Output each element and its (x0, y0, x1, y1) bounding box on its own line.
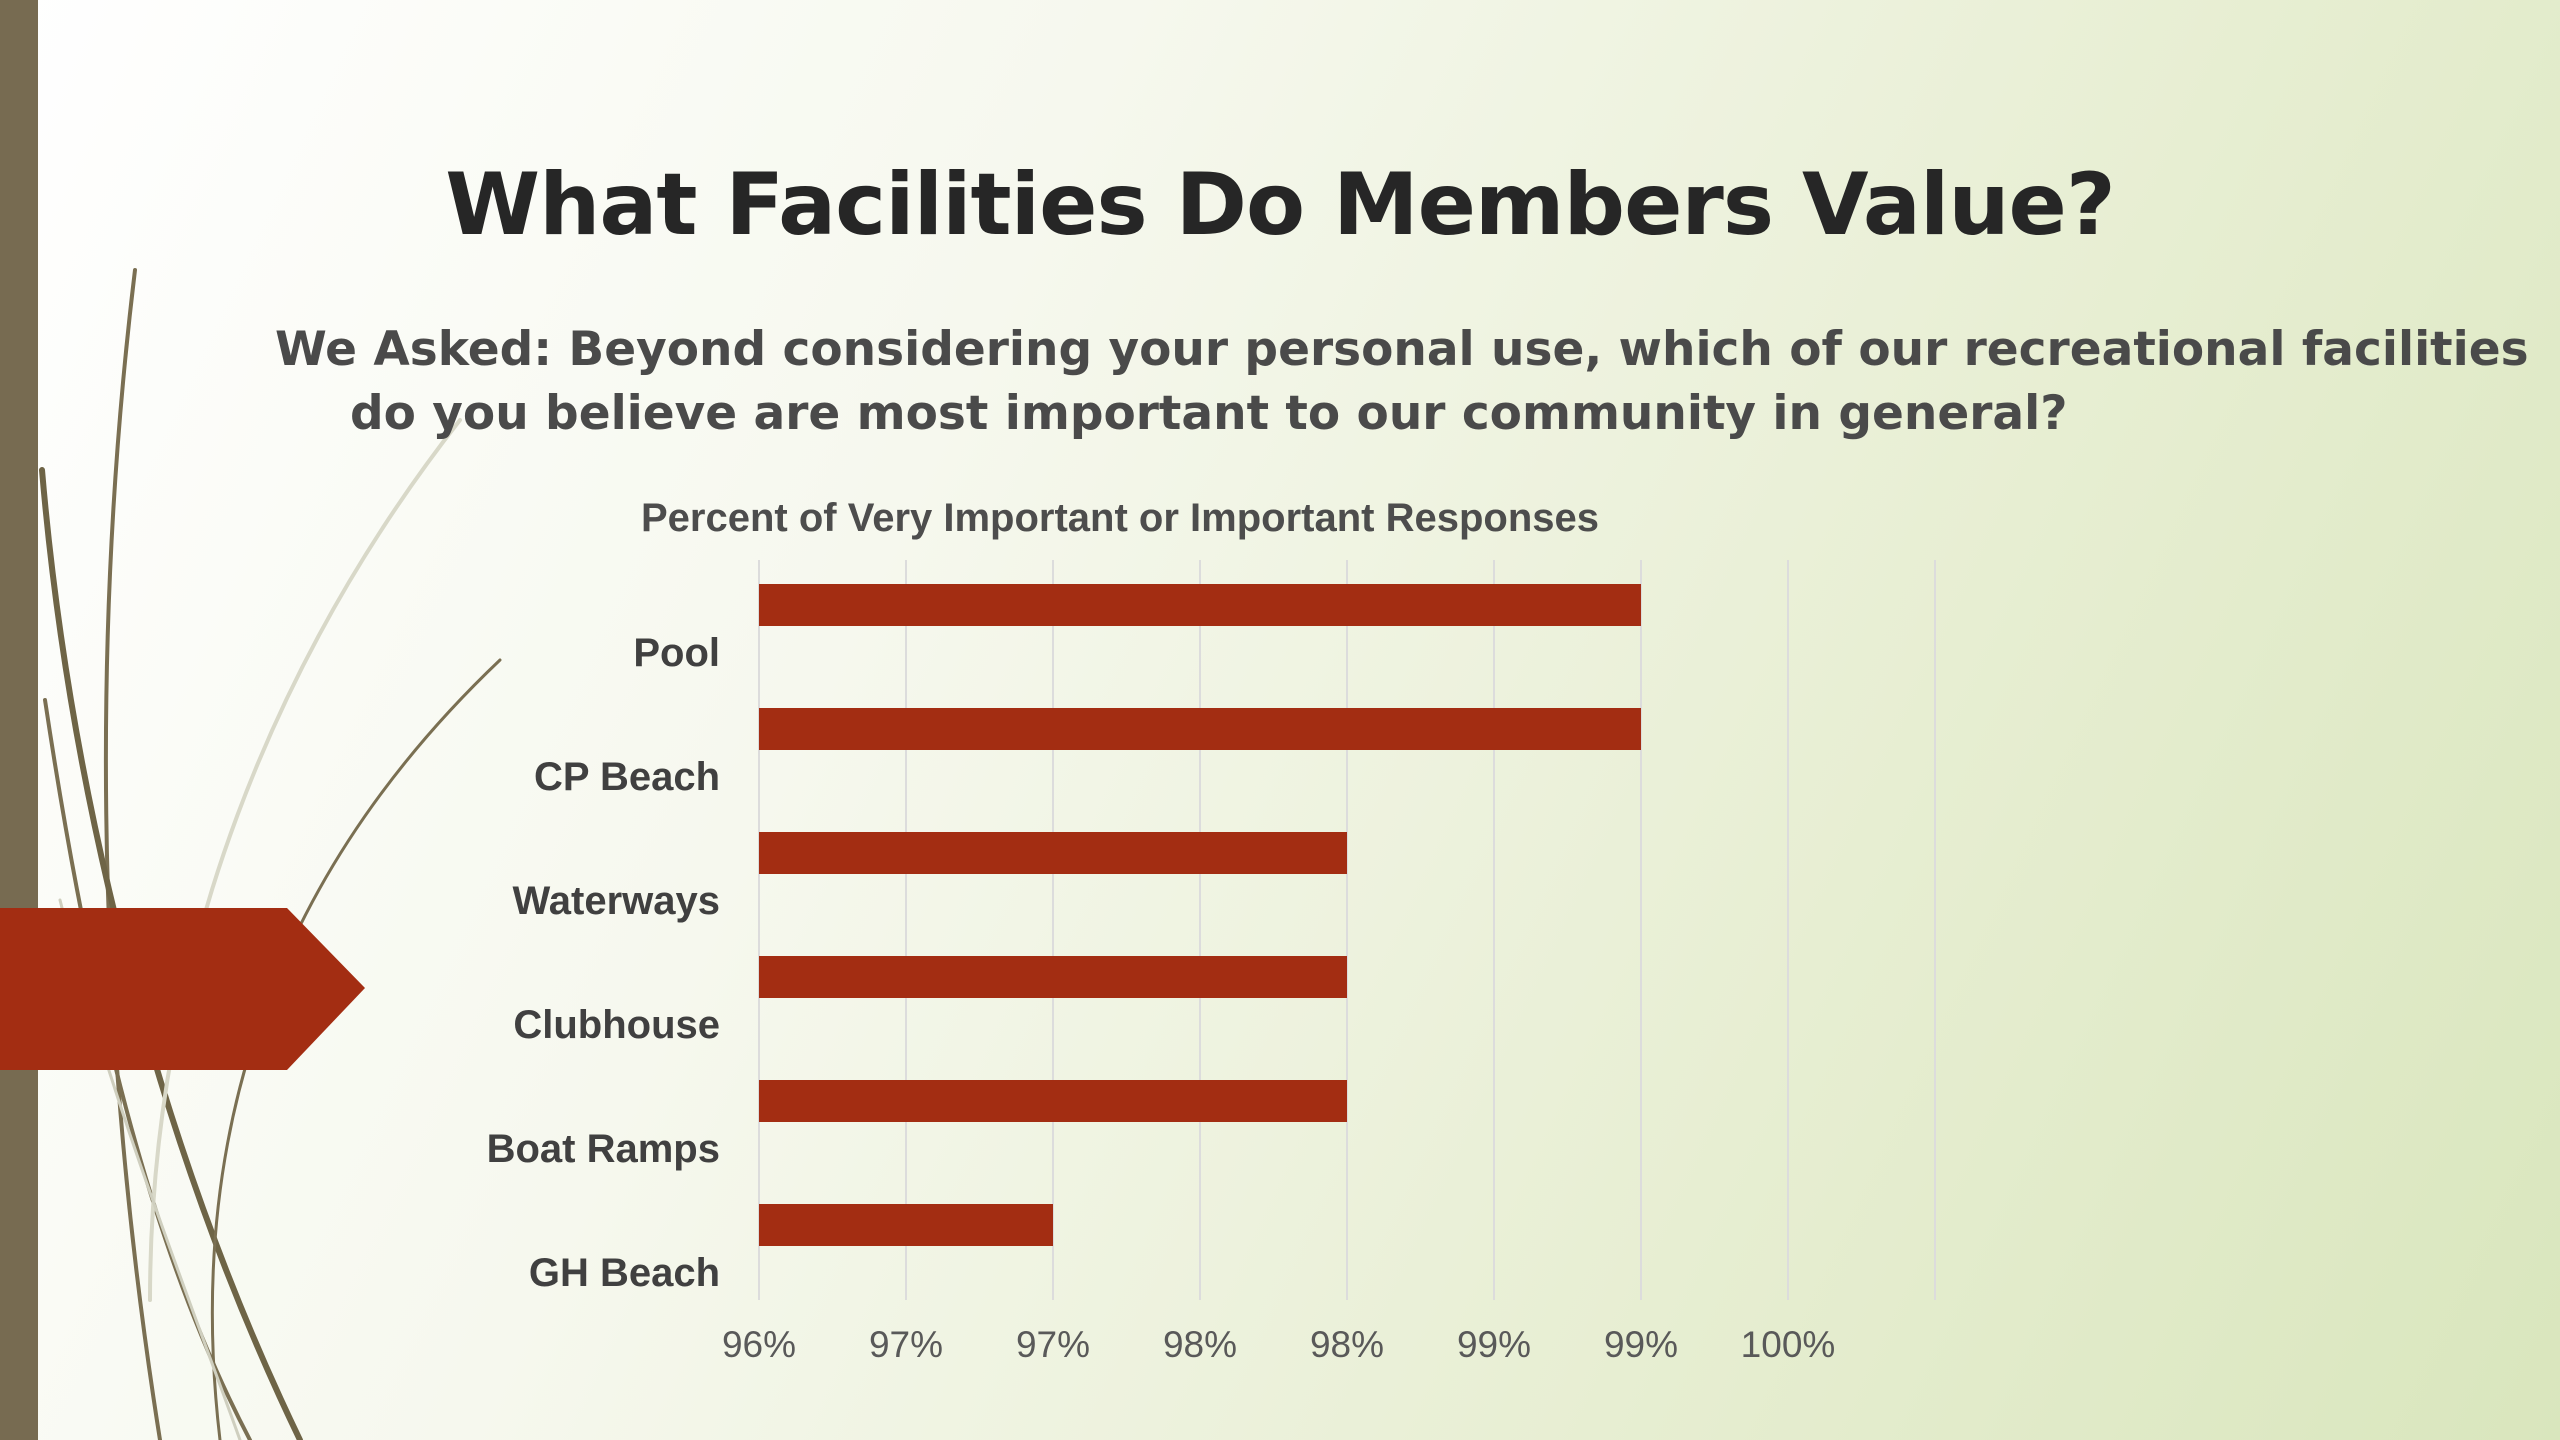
x-axis-tick-labels: 96% 97% 97% 98% 98% 99% 99% 100% (722, 1324, 1835, 1365)
category-labels: Pool CP Beach Waterways Clubhouse Boat Ramps… (487, 631, 720, 1295)
bar-clubhouse (759, 956, 1347, 998)
bar-cp-beach (759, 708, 1641, 750)
decorative-curve (148, 418, 462, 1302)
red-arrow-shape (0, 908, 365, 1070)
survey-question-line-2: do you believe are most important to our… (350, 386, 2068, 441)
bar-gh-beach (759, 1204, 1053, 1246)
x-tick-label-7: 100% (1741, 1324, 1836, 1365)
x-tick-label-5: 99% (1457, 1324, 1531, 1365)
survey-question-line-1: We Asked: Beyond considering your person… (275, 322, 2529, 377)
bar-pool (759, 584, 1641, 626)
x-tick-label-0: 96% (722, 1324, 796, 1365)
category-label-gh-beach: GH Beach (529, 1251, 720, 1295)
x-tick-label-3: 98% (1163, 1324, 1237, 1365)
chart-title: Percent of Very Important or Important R… (641, 496, 1599, 540)
x-tick-label-4: 98% (1310, 1324, 1384, 1365)
category-label-clubhouse: Clubhouse (513, 1003, 720, 1047)
bar-boat-ramps (759, 1080, 1347, 1122)
category-label-cp-beach: CP Beach (534, 755, 720, 799)
chart-gridlines (758, 560, 1936, 1300)
category-label-pool: Pool (633, 631, 720, 675)
chart-bars (759, 584, 1641, 1246)
bar-waterways (759, 832, 1347, 874)
slide-title: What Facilities Do Members Value? (445, 155, 2116, 255)
left-accent-bar (0, 0, 38, 1440)
survey-question: We Asked: Beyond considering your person… (275, 318, 2529, 446)
category-label-boat-ramps: Boat Ramps (487, 1127, 720, 1171)
x-tick-label-1: 97% (869, 1324, 943, 1365)
x-tick-label-2: 97% (1016, 1324, 1090, 1365)
x-tick-label-6: 99% (1604, 1324, 1678, 1365)
decorative-curve (103, 268, 162, 1440)
category-label-waterways: Waterways (513, 879, 721, 923)
